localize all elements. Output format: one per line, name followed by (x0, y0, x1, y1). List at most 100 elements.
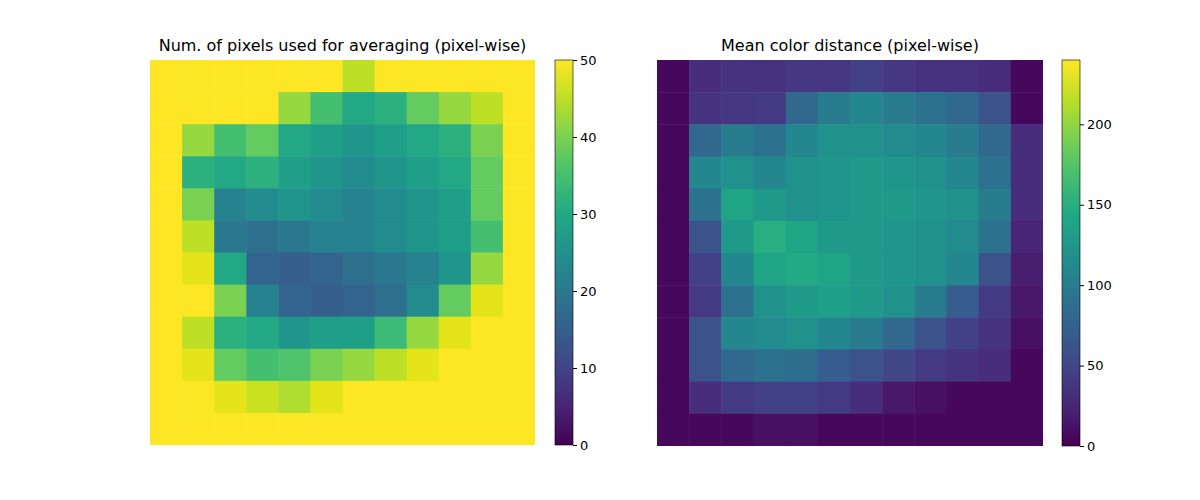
heatmap-cell (182, 156, 215, 189)
heatmap-cell (882, 60, 915, 93)
heatmap-cell (439, 253, 472, 286)
heatmap-cell (503, 124, 535, 157)
heatmap-cell (407, 92, 440, 125)
heatmap-cell (182, 220, 215, 253)
heatmap-cell (503, 220, 535, 253)
heatmap-cell (818, 253, 851, 286)
heatmap-cell (439, 381, 472, 414)
heatmap-cell (657, 92, 690, 125)
colorbar-tick: 30 (573, 207, 597, 222)
heatmap-cell (343, 124, 376, 157)
heatmap-cell (850, 350, 883, 383)
title: Mean color distance (pixel-wise) (721, 36, 979, 55)
heatmap-cell (657, 317, 690, 350)
heatmap-cell (754, 350, 787, 383)
heatmap-cell (278, 285, 311, 318)
heatmap-cell (310, 317, 343, 350)
heatmap-cell (246, 124, 279, 157)
heatmap-cell (689, 60, 722, 93)
heatmap-cell (214, 285, 247, 318)
heatmap-cell (689, 92, 722, 125)
heatmap-cell (310, 220, 343, 253)
heatmap-cell (721, 60, 754, 93)
heatmap-cell (721, 382, 754, 415)
heatmap-cell (850, 221, 883, 254)
heatmap-cell (310, 253, 343, 286)
colorbar-tick-mark (573, 60, 577, 61)
heatmap-cell (786, 253, 819, 286)
heatmap-cell (278, 124, 311, 157)
colorbar-tick: 40 (573, 130, 597, 145)
heatmap-cell (278, 60, 311, 93)
colorbar-frame (1062, 60, 1080, 446)
heatmap-cell (721, 317, 754, 350)
heatmap-cell (882, 317, 915, 350)
heatmap-cell (914, 350, 947, 383)
heatmap-cell (439, 156, 472, 189)
heatmap-cell (786, 60, 819, 93)
heatmap-cell (439, 124, 472, 157)
heatmap-cell (754, 189, 787, 222)
heatmap-cell (786, 285, 819, 318)
title: Num. of pixels used for averaging (pixel… (159, 36, 527, 55)
heatmap-cell (439, 349, 472, 382)
heatmap-cell (850, 157, 883, 190)
heatmap-cell (503, 317, 535, 350)
heatmap-cell (657, 157, 690, 190)
heatmap-cell (310, 381, 343, 414)
heatmap-cell (246, 349, 279, 382)
heatmap-cell (914, 189, 947, 222)
heatmap-cell (657, 414, 690, 446)
colorbar-tick: 20 (573, 284, 597, 299)
colorbar-tick-label: 20 (580, 284, 597, 299)
heatmap-cell (947, 317, 980, 350)
heatmap-cell (471, 156, 504, 189)
heatmap-cell (850, 92, 883, 125)
colorbar-tick-mark (573, 214, 577, 215)
heatmap-cell (214, 349, 247, 382)
heatmap-cell (375, 349, 408, 382)
heatmap-cell (882, 189, 915, 222)
heatmap-cell (947, 124, 980, 157)
heatmap-cell (150, 317, 183, 350)
heatmap-cell (214, 253, 247, 286)
heatmap-cell (914, 253, 947, 286)
heatmap-cell (471, 220, 504, 253)
heatmap-cell (657, 189, 690, 222)
heatmap-cell (850, 414, 883, 446)
heatmap-cell (343, 413, 376, 445)
heatmap-cell (375, 253, 408, 286)
heatmap-cell (1011, 124, 1043, 157)
heatmap-cell (375, 92, 408, 125)
colorbar-tick-mark (573, 368, 577, 369)
heatmap-cells (150, 60, 535, 445)
heatmap-cell (914, 92, 947, 125)
heatmap-cell (439, 220, 472, 253)
heatmap-cell (850, 189, 883, 222)
heatmap-cell (754, 124, 787, 157)
heatmap-cell (214, 92, 247, 125)
heatmap-cell (657, 253, 690, 286)
heatmap-cell (471, 60, 504, 93)
colorbar-tick-label: 0 (580, 438, 588, 453)
heatmap-cell (278, 253, 311, 286)
heatmap-cell (375, 285, 408, 318)
colorbar-tick-mark (1080, 446, 1084, 447)
heatmap-cell (407, 317, 440, 350)
heatmap-cell (754, 221, 787, 254)
heatmap-cell (914, 157, 947, 190)
colorbar-tick-mark (1080, 205, 1084, 206)
heatmap-cell (182, 317, 215, 350)
heatmap-cell (150, 124, 183, 157)
heatmap-cell (818, 382, 851, 415)
heatmap-cell (689, 285, 722, 318)
heatmap-cell (503, 253, 535, 286)
heatmap-cell (979, 92, 1012, 125)
heatmap-cell (278, 188, 311, 221)
colorbar-tick-mark (1080, 124, 1084, 125)
heatmap-cell (882, 414, 915, 446)
heatmap-cell (343, 253, 376, 286)
heatmap-cell (182, 124, 215, 157)
heatmap-cell (214, 156, 247, 189)
heatmap-cell (439, 285, 472, 318)
